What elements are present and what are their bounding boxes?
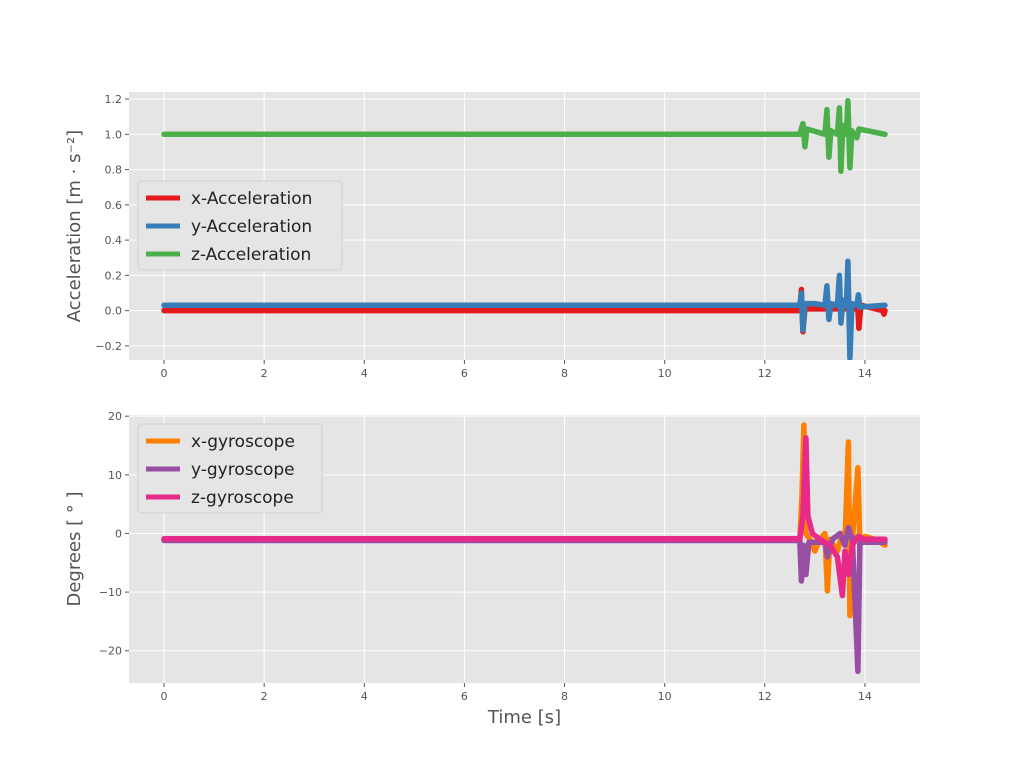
x-tick-label: 10 — [658, 367, 672, 380]
x-tick-label: 12 — [758, 367, 772, 380]
x-tick-label: 0 — [161, 690, 168, 703]
x-tick-label: 0 — [161, 367, 168, 380]
legend: x-gyroscope y-gyroscope z-gyroscope — [137, 423, 323, 514]
legend-label: x-Acceleration — [191, 189, 312, 209]
legend-box — [137, 423, 323, 514]
legend-label: x-gyroscope — [191, 432, 295, 452]
y-tick-label: 0.8 — [105, 164, 123, 177]
y-tick-label: −10 — [99, 586, 122, 599]
x-tick-label: 8 — [561, 690, 568, 703]
y-tick-label: 10 — [108, 469, 122, 482]
series-line-z-gyroscope — [161, 435, 888, 599]
axes-acceleration: 0 2 4 6 8 10 12 14 −0.2 0.0 0.2 0.4 0.6 0.8 1.0 1.2 Acce… — [64, 92, 920, 380]
x-tick-label: 6 — [461, 367, 468, 380]
y-tick-label: 1.0 — [105, 128, 123, 141]
legend-label: y-Acceleration — [191, 217, 312, 237]
y-tick-label: 0.6 — [105, 199, 123, 212]
y-axis-label: Acceleration [m · s⁻²] — [64, 130, 85, 322]
y-tick-label: 0.4 — [105, 234, 123, 247]
y-tick-label: −0.2 — [95, 340, 122, 353]
x-tick-label: 4 — [361, 690, 368, 703]
y-tick-label: 0.0 — [105, 305, 123, 318]
x-tick-label: 2 — [261, 367, 268, 380]
y-tick-label: −20 — [99, 645, 122, 658]
legend: x-Acceleration y-Acceleration z-Accelerati… — [137, 180, 343, 271]
x-tick-label: 8 — [561, 367, 568, 380]
legend-label: z-gyroscope — [191, 488, 294, 508]
x-tick-label: 10 — [658, 690, 672, 703]
x-tick-label: 6 — [461, 690, 468, 703]
legend-box — [137, 180, 343, 271]
x-tick-label: 14 — [858, 690, 872, 703]
legend-label: z-Acceleration — [191, 245, 311, 265]
legend-label: y-gyroscope — [191, 460, 295, 480]
x-tick-label: 2 — [261, 690, 268, 703]
axes-gyroscope: 0 2 4 6 8 10 12 14 −20 −10 0 10 20 Degrees [ ° ] Time … — [64, 410, 920, 728]
y-axis-label: Degrees [ ° ] — [64, 491, 85, 606]
y-tick-label: 1.2 — [105, 93, 123, 106]
y-tick-label: 0.2 — [105, 269, 123, 282]
x-tick-label: 12 — [758, 690, 772, 703]
x-tick-label: 14 — [858, 367, 872, 380]
series-line-y-acceleration — [161, 258, 888, 360]
y-tick-label: 0 — [115, 527, 122, 540]
y-tick-label: 20 — [108, 410, 122, 423]
x-axis-label: Time [s] — [487, 707, 561, 728]
x-tick-label: 4 — [361, 367, 368, 380]
series-line-z-acceleration — [161, 98, 888, 175]
